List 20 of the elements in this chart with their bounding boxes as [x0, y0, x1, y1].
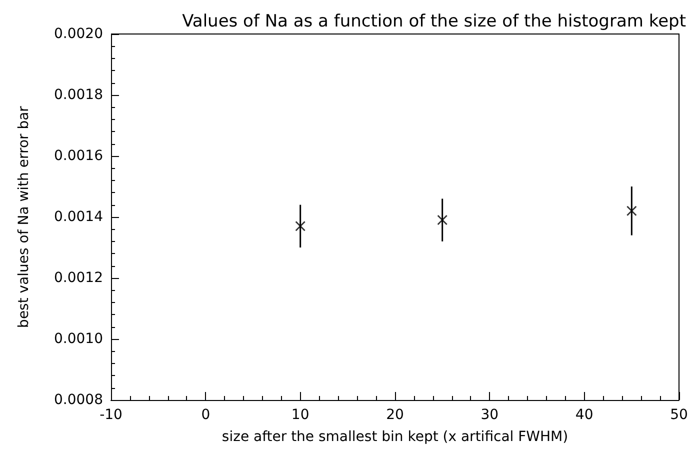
x-tick-label: -10: [100, 407, 122, 423]
point: [437, 215, 448, 226]
y-tick-label: 0.0020: [54, 26, 103, 42]
y-tick-label: 0.0016: [54, 148, 104, 164]
x-tick-label: 50: [670, 407, 688, 423]
chart-title: Values of Na as a function of the size of the histogram kept: [182, 12, 686, 32]
y-tick-label: 0.0008: [54, 392, 103, 408]
y-tick-label: 0.0018: [54, 87, 103, 103]
x-tick-label: 0: [201, 407, 210, 423]
point: [295, 221, 306, 232]
x-axis-title: size after the smallest bin kept (x artifical FWHM): [222, 429, 568, 445]
y-axis-title: best values of Na with error bar: [16, 106, 32, 328]
y-tick-label: 0.0012: [54, 270, 103, 286]
x-tick-label: 10: [291, 407, 310, 423]
y-tick-label: 0.0014: [54, 209, 104, 225]
x-tick-label: 20: [386, 407, 404, 423]
x-tick-label: 40: [575, 407, 594, 423]
x-tick-label: 30: [480, 407, 499, 423]
point: [626, 206, 637, 216]
y-tick-label: 0.0010: [54, 331, 103, 347]
